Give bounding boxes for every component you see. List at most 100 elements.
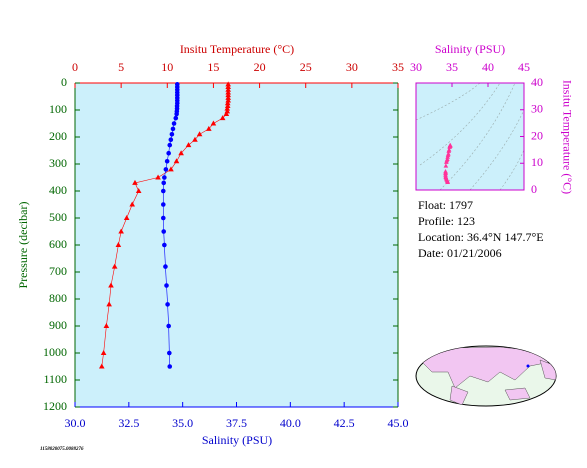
temperature-point	[103, 323, 110, 328]
bottom-tick-label: 42.5	[334, 416, 355, 430]
footnote: 1158020075.0088276	[40, 447, 84, 452]
temperature-point	[123, 215, 130, 220]
bottom-tick-label: 32.5	[118, 416, 139, 430]
salinity-point	[167, 364, 173, 369]
y-tick-label: 900	[49, 318, 67, 332]
info-line: Float: 1797	[418, 198, 473, 212]
temperature-point	[108, 282, 114, 288]
ts-point	[445, 154, 450, 159]
salinity-point	[162, 175, 167, 180]
salinity-point	[162, 242, 167, 248]
inset-x-tick-label: 40	[482, 60, 494, 74]
temperature-point	[98, 363, 105, 369]
temperature-point	[225, 94, 231, 100]
ts-point	[444, 159, 449, 164]
salinity-point	[171, 121, 177, 126]
temperature-point	[225, 81, 231, 87]
y-tick-label: 600	[49, 237, 67, 251]
temperature-point	[111, 263, 118, 269]
top-tick-label: 0	[72, 60, 78, 74]
salinity-point	[160, 202, 166, 207]
temperature-point	[192, 136, 198, 142]
temperature-point	[224, 100, 231, 106]
temperature-point	[206, 125, 212, 131]
y-tick-label: 800	[49, 291, 67, 305]
world-map	[415, 345, 557, 407]
salinity-point	[168, 137, 174, 142]
density-contours	[416, 83, 524, 190]
top-tick-label: 30	[346, 60, 358, 74]
temperature-point	[223, 111, 230, 117]
temperature-point	[224, 105, 231, 111]
salinity-point	[161, 229, 167, 234]
inset-x-tick-label: 30	[410, 60, 422, 74]
ts-point	[445, 179, 450, 184]
temperature-point	[106, 301, 112, 307]
temperature-point	[118, 228, 124, 234]
top-tick-label: 5	[118, 60, 124, 74]
y-tick-label: 500	[49, 210, 67, 224]
top-tick-label: 20	[254, 60, 266, 74]
salinity-point	[169, 132, 175, 137]
float-location	[526, 364, 530, 368]
salinity-point	[164, 159, 170, 164]
top-axis-label: Insitu Temperature (°C)	[180, 42, 294, 56]
info-line: Location: 36.4°N 147.7°E	[418, 230, 544, 244]
inset-x-tick-label: 35	[446, 60, 458, 74]
info-line: Profile: 123	[418, 214, 475, 228]
salinity-point	[160, 215, 166, 221]
inset-x-label: Salinity (PSU)	[435, 42, 505, 56]
left-axis-label: Pressure (decibar)	[16, 202, 30, 289]
inset-y-tick-label: 20	[531, 128, 543, 142]
temperature-point	[210, 120, 217, 126]
ts-point	[443, 163, 449, 168]
top-tick-label: 15	[207, 60, 219, 74]
salinity-point	[166, 323, 171, 329]
bottom-tick-label: 45.0	[388, 416, 409, 430]
temperature-point	[155, 174, 161, 180]
salinity-point	[164, 283, 169, 288]
temperature-point	[225, 92, 231, 98]
info-line: Date: 01/21/2006	[418, 246, 502, 260]
temperature-point	[168, 166, 174, 172]
temperature-point	[173, 158, 180, 164]
y-tick-label: 700	[49, 264, 67, 278]
temperature-point	[115, 242, 122, 247]
inset-y-tick-label: 0	[531, 182, 537, 196]
bottom-tick-label: 30.0	[65, 416, 86, 430]
inset-x-tick-label: 45	[518, 60, 530, 74]
bottom-axis-label: Salinity (PSU)	[202, 433, 272, 447]
y-tick-label: 100	[49, 102, 67, 116]
salinity-point	[165, 302, 170, 307]
temperature-point	[225, 86, 231, 92]
ts-point	[447, 144, 452, 149]
y-tick-label: 0	[61, 75, 67, 89]
salinity-point	[161, 180, 167, 186]
bottom-tick-label: 35.0	[172, 416, 193, 430]
salinity-point	[163, 167, 169, 172]
top-tick-label: 10	[161, 60, 173, 74]
y-tick-label: 200	[49, 129, 67, 143]
temperature-point	[219, 115, 226, 121]
y-tick-label: 300	[49, 156, 67, 170]
salinity-point	[174, 111, 179, 117]
salinity-point	[163, 264, 168, 269]
salinity-point	[160, 188, 166, 194]
temperature-point	[225, 84, 231, 90]
y-tick-label: 1100	[43, 372, 67, 386]
salinity-point	[166, 150, 171, 156]
y-tick-label: 1200	[43, 399, 67, 413]
bottom-tick-label: 37.5	[226, 416, 247, 430]
temperature-point	[129, 201, 136, 207]
inset-y-tick-label: 10	[531, 155, 543, 169]
temperature-point	[135, 188, 142, 193]
inset-y-tick-label: 40	[531, 75, 543, 89]
temperature-point	[225, 89, 231, 95]
y-tick-label: 400	[49, 183, 67, 197]
temperature-point	[225, 97, 231, 103]
temperature-point	[224, 102, 231, 108]
ts-point	[446, 148, 452, 153]
ts-point	[445, 152, 451, 157]
temperature-point	[178, 150, 184, 156]
